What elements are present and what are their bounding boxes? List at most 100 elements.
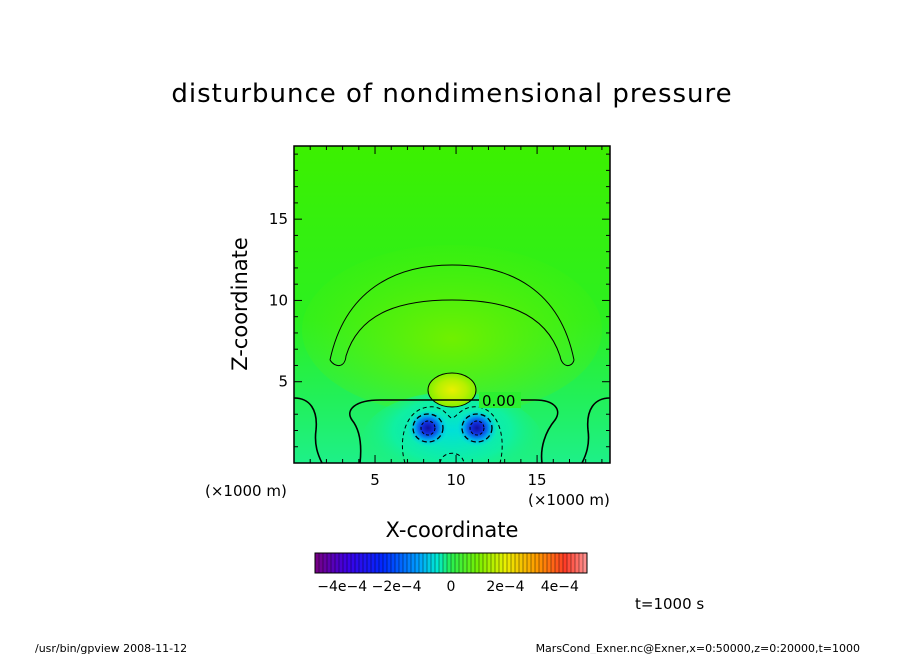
- colorbar-cell: [435, 553, 440, 573]
- colorbar-cell: [335, 553, 340, 573]
- colorbar-cell: [395, 553, 400, 573]
- colorbar-cell: [479, 553, 484, 573]
- colorbar-cell: [375, 553, 380, 573]
- colorbar-cell: [555, 553, 560, 573]
- y-tick-label: 10: [269, 291, 288, 309]
- colorbar-cell: [579, 553, 584, 573]
- colorbar-cell: [331, 553, 336, 573]
- colorbar-cell: [399, 553, 404, 573]
- colorbar-cell: [559, 553, 564, 573]
- x-unit-label: (×1000 m): [528, 491, 610, 509]
- contour-zero-main: [294, 397, 610, 463]
- colorbar-cell: [379, 553, 384, 573]
- colorbar-cell: [443, 553, 448, 573]
- contour-label-bg: [479, 392, 521, 408]
- colorbar-cell: [351, 553, 356, 573]
- colorbar-cell: [327, 553, 332, 573]
- plot-frame: [293, 145, 611, 464]
- plot-area: [294, 146, 610, 463]
- colorbar-cell: [371, 553, 376, 573]
- colorbar-cell: [415, 553, 420, 573]
- x-axis-label: X-coordinate: [386, 518, 519, 542]
- y-tick-label: 15: [269, 210, 288, 228]
- contour-dashed-bottom: [439, 452, 465, 463]
- colorbar-cell: [347, 553, 352, 573]
- colorbar-cell: [363, 553, 368, 573]
- contour-zero-dome: [349, 399, 559, 463]
- y-unit-label: (×1000 m): [205, 482, 287, 500]
- y-axis-label: Z-coordinate: [228, 237, 252, 371]
- y-tick-label: 5: [278, 373, 288, 391]
- contour-label: 0.00: [482, 392, 515, 410]
- colorbar-cell: [387, 553, 392, 573]
- colorbar-cell: [447, 553, 452, 573]
- colorbar-cell: [547, 553, 552, 573]
- colorbar-cell: [315, 553, 320, 573]
- colorbar-cell: [571, 553, 576, 573]
- colorbar-cell: [323, 553, 328, 573]
- colorbar-cell: [427, 553, 432, 573]
- colorbar-tick-label: 4e−4: [541, 579, 579, 595]
- colorbar-cell: [423, 553, 428, 573]
- colorbar-cell: [483, 553, 488, 573]
- colorbar-cell: [523, 553, 528, 573]
- contour-arch-outer: [329, 264, 575, 361]
- colorbar-cell: [515, 553, 520, 573]
- colorbar-frame: [314, 552, 588, 574]
- colorbar-cell: [551, 553, 556, 573]
- pressure-maximum: [428, 373, 476, 407]
- colorbar-cell: [475, 553, 480, 573]
- colorbar-tick-label: −2e−4: [372, 579, 422, 595]
- colorbar-cell: [543, 553, 548, 573]
- colorbar-cell: [355, 553, 360, 573]
- colorbar-cell: [535, 553, 540, 573]
- colorbar-cell: [527, 553, 532, 573]
- colorbar-cell: [451, 553, 456, 573]
- colorbar-cell: [439, 553, 444, 573]
- colorbar-cell: [419, 553, 424, 573]
- colorbar-cell: [567, 553, 572, 573]
- contour-dashed-left: [412, 413, 444, 443]
- low-level-cyan-region: [362, 392, 542, 463]
- colorbar-tick-label: 2e−4: [486, 579, 524, 595]
- colorbar-tick-label: 0: [447, 579, 456, 595]
- colorbar-cell: [367, 553, 372, 573]
- colorbar-cell: [539, 553, 544, 573]
- colorbar-cell: [403, 553, 408, 573]
- colorbar-cell: [583, 553, 588, 573]
- colorbar-cell: [503, 553, 508, 573]
- colorbar-cell: [563, 553, 568, 573]
- colorbar-cell: [495, 553, 500, 573]
- colorbar-cell: [459, 553, 464, 573]
- colorbar-cell: [487, 553, 492, 573]
- colorbar-cell: [319, 553, 324, 573]
- colorbar-cell: [507, 553, 512, 573]
- footer-left: /usr/bin/gpview 2008-11-12: [35, 642, 187, 654]
- colorbar-tick-label: −4e−4: [317, 579, 367, 595]
- footer-right: MarsCond_Exner.nc@Exner,x=0:50000,z=0:20…: [536, 642, 860, 654]
- chart-title: disturbunce of nondimensional pressure: [171, 79, 732, 109]
- colorbar-cell: [391, 553, 396, 573]
- contour-dashed-right-inner: [469, 420, 485, 436]
- x-tick-label: 15: [528, 471, 547, 489]
- contour-dashed-right: [461, 413, 493, 443]
- x-tick-label: 10: [447, 471, 466, 489]
- contour-arch-inner: [329, 299, 575, 366]
- colorbar-cell: [359, 553, 364, 573]
- colorbar-cell: [575, 553, 580, 573]
- colorbar-cell: [511, 553, 516, 573]
- colorbar-cell: [463, 553, 468, 573]
- colorbar-cell: [343, 553, 348, 573]
- colorbar-ticks: −4e−4 −2e−4 0 2e−4 4e−4: [317, 579, 579, 595]
- x-tick-label: 5: [370, 471, 380, 489]
- colorbar-cell: [531, 553, 536, 573]
- time-label: t=1000 s: [635, 595, 704, 613]
- axis-ticks: 5 10 15 5 10 15: [269, 146, 610, 489]
- colorbar-cell: [499, 553, 504, 573]
- colorbar-cell: [407, 553, 412, 573]
- colorbar-cell: [467, 553, 472, 573]
- colorbar-cell: [519, 553, 524, 573]
- arch-positive-region: [302, 245, 602, 415]
- colorbar: [314, 553, 588, 573]
